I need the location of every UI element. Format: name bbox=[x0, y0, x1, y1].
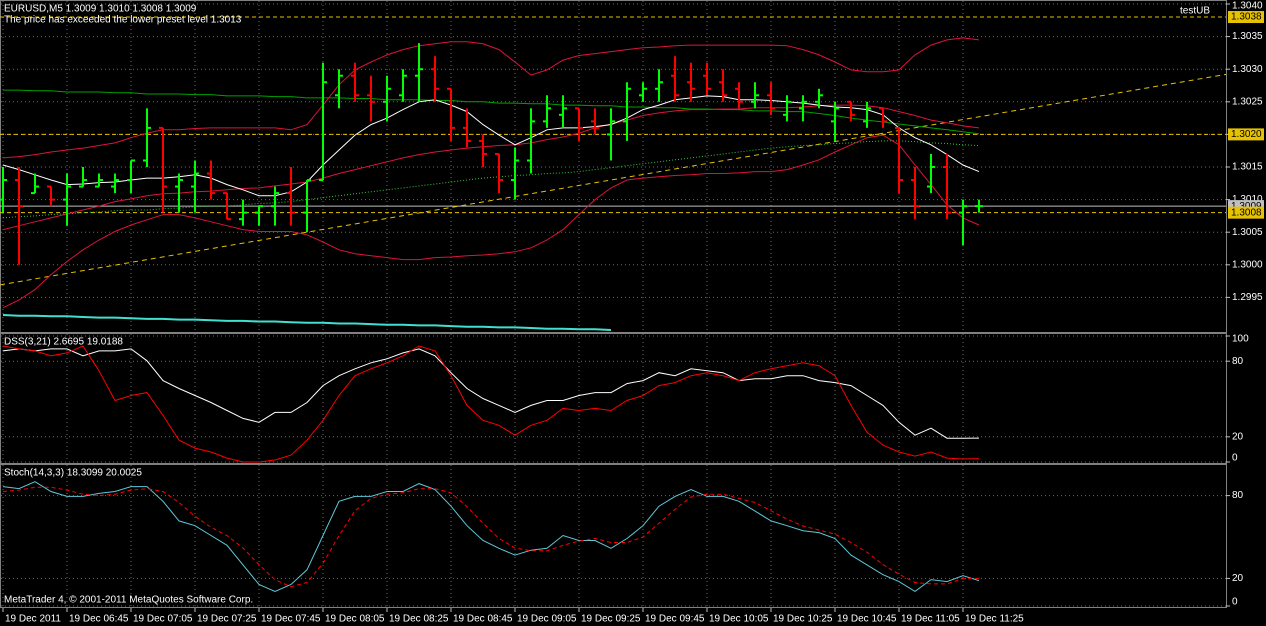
x-tick-label: 19 Dec 07:45 bbox=[261, 614, 321, 625]
x-tick-label: 19 Dec 09:25 bbox=[581, 614, 641, 625]
y-tick-label: 100 bbox=[1232, 334, 1249, 345]
indicator-line bbox=[3, 89, 980, 135]
x-tick-label: 19 Dec 11:25 bbox=[965, 614, 1024, 625]
level-tag-label: 1.3009 bbox=[1231, 201, 1262, 212]
y-tick-label: 1.3000 bbox=[1232, 259, 1263, 270]
level-tag bbox=[1228, 128, 1264, 141]
panel-frame bbox=[0, 333, 1227, 464]
copyright: MetaTrader 4, © 2001-2011 MetaQuotes Sof… bbox=[4, 595, 253, 606]
y-tick-label: 80 bbox=[1232, 356, 1244, 367]
indicator-line bbox=[2, 104, 980, 231]
x-tick-label: 19 Dec 10:45 bbox=[837, 614, 897, 625]
indicator-title: DSS(3,21) 2.6695 19.0188 bbox=[4, 337, 123, 348]
x-tick-label: 19 Dec 07:05 bbox=[133, 614, 193, 625]
y-tick-label: 1.3005 bbox=[1232, 227, 1263, 238]
x-tick-label: 19 Dec 08:05 bbox=[325, 614, 385, 625]
y-tick-label: 1.3010 bbox=[1232, 194, 1263, 205]
indicator-line bbox=[2, 134, 980, 309]
level-tag bbox=[1228, 11, 1264, 24]
indicator-title: Stoch(14,3,3) 18.3099 20.0025 bbox=[4, 468, 142, 479]
expert-name: testUB bbox=[1180, 6, 1210, 17]
alert-text: The price has exceeded the lower preset … bbox=[4, 15, 242, 26]
indicator-line bbox=[2, 314, 612, 331]
panel-frame bbox=[0, 464, 1227, 608]
level-tag bbox=[1228, 206, 1264, 219]
y-tick-label: 0 bbox=[1232, 453, 1238, 464]
y-tick-label: 20 bbox=[1232, 431, 1244, 442]
indicator-line bbox=[2, 37, 980, 159]
x-tick-label: 19 Dec 10:25 bbox=[773, 614, 833, 625]
indicator-line bbox=[2, 486, 979, 588]
level-tag-label: 1.3008 bbox=[1231, 207, 1262, 218]
level-tag-label: 1.3020 bbox=[1231, 129, 1262, 140]
y-tick-label: 1.3030 bbox=[1232, 64, 1263, 75]
y-tick-label: 20 bbox=[1232, 573, 1244, 584]
indicator-line bbox=[2, 140, 980, 219]
x-tick-label: 19 Dec 08:45 bbox=[453, 614, 513, 625]
indicator-line bbox=[2, 481, 980, 593]
x-tick-label: 19 Dec 11:05 bbox=[901, 614, 960, 625]
x-tick-label: 19 Dec 10:05 bbox=[709, 614, 769, 625]
x-tick-label: 19 Dec 09:05 bbox=[517, 614, 577, 625]
x-tick-label: 19 Dec 06:45 bbox=[69, 614, 129, 625]
y-tick-label: 0 bbox=[1232, 597, 1238, 608]
y-tick-label: 1.3035 bbox=[1232, 31, 1263, 42]
y-tick-label: 1.3040 bbox=[1232, 1, 1263, 12]
y-tick-label: 80 bbox=[1232, 490, 1244, 501]
x-tick-label: 19 Dec 07:25 bbox=[197, 614, 257, 625]
x-tick-label: 19 Dec 2011 bbox=[5, 614, 61, 625]
level-tag-label: 1.3038 bbox=[1231, 12, 1262, 23]
indicator-line bbox=[2, 345, 980, 463]
indicator-line bbox=[2, 95, 980, 197]
y-tick-label: 1.2995 bbox=[1232, 292, 1263, 303]
y-tick-label: 1.3015 bbox=[1232, 162, 1263, 173]
x-tick-label: 19 Dec 08:25 bbox=[389, 614, 449, 625]
chart-title: EURUSD,M5 1.3009 1.3010 1.3008 1.3009 bbox=[4, 4, 197, 15]
y-tick-label: 1.3025 bbox=[1232, 96, 1263, 107]
indicator-line bbox=[2, 348, 980, 439]
x-tick-label: 19 Dec 09:45 bbox=[645, 614, 705, 625]
trend-line bbox=[0, 73, 1227, 286]
